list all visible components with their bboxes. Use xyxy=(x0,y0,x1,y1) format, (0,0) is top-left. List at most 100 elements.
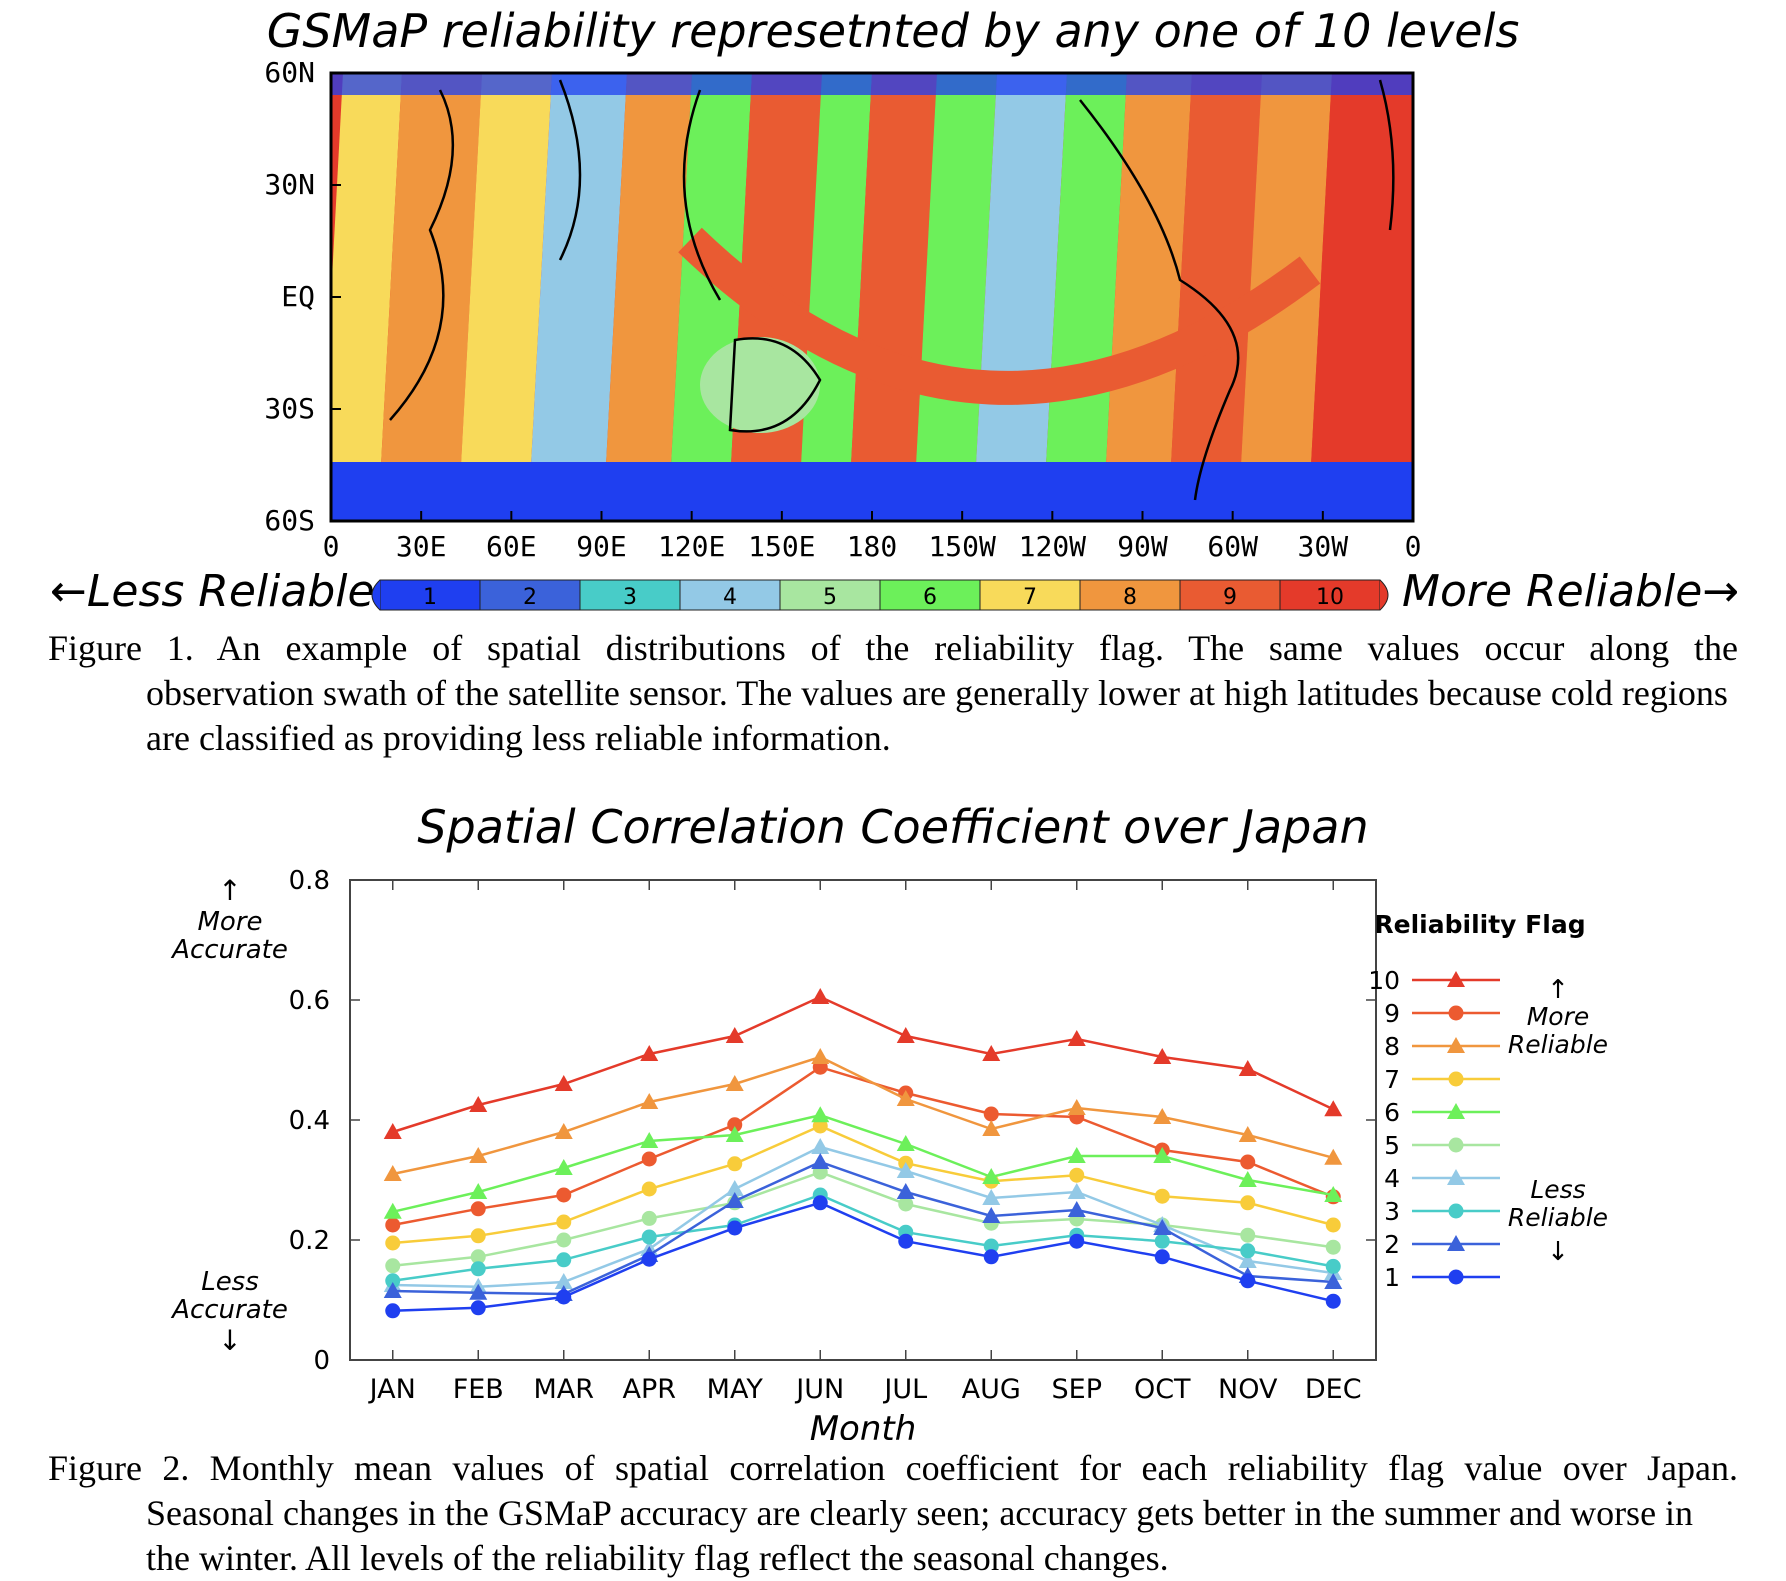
legend-bottom-annotation: Reliable xyxy=(1508,1203,1608,1232)
point-1 xyxy=(1240,1273,1256,1289)
lon-label: 30E xyxy=(395,530,447,563)
point-10 xyxy=(725,1027,744,1043)
less-reliable-label: ←Less Reliable xyxy=(50,566,375,617)
map-arc-swath xyxy=(678,227,1321,405)
point-10 xyxy=(1153,1048,1172,1064)
point-4 xyxy=(1067,1183,1086,1199)
down-arrow: ↓ xyxy=(218,1324,241,1357)
point-8 xyxy=(640,1093,659,1109)
lon-label: 120E xyxy=(657,530,726,563)
map-swath-pacific-west-swath xyxy=(848,73,937,521)
point-7 xyxy=(1154,1188,1170,1204)
figure1-caption-line1: Figure 1. An example of spatial distribu… xyxy=(48,628,1738,668)
point-4 xyxy=(1238,1252,1257,1268)
colorbar-segment xyxy=(1079,579,1181,611)
map-coastline xyxy=(682,89,722,301)
point-5 xyxy=(1240,1227,1256,1243)
legend-label: 7 xyxy=(1384,1065,1400,1094)
colorbar-label: 10 xyxy=(1316,585,1344,610)
point-3 xyxy=(1240,1243,1256,1259)
map-swath-americas-swath xyxy=(1168,73,1262,521)
x-tick-label: OCT xyxy=(1134,1374,1191,1405)
point-10 xyxy=(896,1027,915,1043)
legend-marker xyxy=(1447,971,1465,987)
point-7 xyxy=(385,1235,401,1251)
series-line-8 xyxy=(392,1055,1334,1176)
point-5 xyxy=(556,1232,572,1248)
point-5 xyxy=(641,1210,657,1226)
legend-marker xyxy=(1447,1169,1465,1185)
point-8 xyxy=(554,1123,573,1139)
point-6 xyxy=(554,1159,573,1175)
point-9 xyxy=(641,1151,657,1167)
series-line-10 xyxy=(392,995,1334,1134)
point-8 xyxy=(811,1048,830,1064)
point-3 xyxy=(470,1261,486,1277)
point-2 xyxy=(896,1183,915,1199)
legend-marker xyxy=(1448,1203,1464,1219)
map-swaths xyxy=(331,73,1413,521)
point-7 xyxy=(727,1156,743,1172)
x-axis-label: Month xyxy=(810,1409,917,1440)
y-tick-label: 0 xyxy=(313,1346,330,1376)
point-6 xyxy=(1238,1171,1257,1187)
colorbar-segment xyxy=(1279,579,1381,611)
colorbar: 1 2 3 4 5 6 7 8 9 10 xyxy=(371,579,1389,611)
point-9 xyxy=(556,1187,572,1203)
point-7 xyxy=(556,1214,572,1230)
point-1 xyxy=(1069,1233,1085,1249)
chart-title: Spatial Correlation Coefficient over Jap… xyxy=(417,800,1369,854)
point-8 xyxy=(725,1075,744,1091)
point-10 xyxy=(640,1045,659,1061)
point-5 xyxy=(1325,1239,1341,1255)
point-1 xyxy=(385,1303,401,1319)
colorbar-segment xyxy=(879,579,981,611)
series-line-1 xyxy=(392,1201,1334,1313)
x-tick-label: AUG xyxy=(962,1374,1021,1405)
point-2 xyxy=(383,1282,402,1298)
point-6 xyxy=(1153,1147,1172,1163)
figure2-caption-body: Seasonal changes in the GSMaP accuracy a… xyxy=(146,1493,1694,1578)
point-8 xyxy=(1067,1099,1086,1115)
point-10 xyxy=(982,1045,1001,1061)
point-1 xyxy=(1325,1293,1341,1309)
legend-marker xyxy=(1448,1071,1464,1087)
point-1 xyxy=(727,1220,743,1236)
lon-label: 150W xyxy=(928,530,996,563)
lon-label: 150E xyxy=(748,530,816,563)
more-reliable-label: More Reliable→ xyxy=(1402,566,1740,617)
series-line-3 xyxy=(392,1193,1334,1283)
y-tick-label: 0.6 xyxy=(289,986,330,1016)
x-tick-label: JUL xyxy=(882,1374,927,1405)
map-swath-atlantic-swath xyxy=(1308,73,1413,521)
legend-marker xyxy=(1448,1005,1464,1021)
point-8 xyxy=(383,1165,402,1181)
point-3 xyxy=(385,1273,401,1289)
point-1 xyxy=(556,1289,572,1305)
map-swath-indian-ocean-swath xyxy=(603,73,692,521)
legend-bottom-annotation: Less xyxy=(1530,1175,1585,1204)
y-top-annotation: Accurate xyxy=(170,935,288,965)
legend-up-arrow: ↑ xyxy=(1547,975,1569,1005)
point-10 xyxy=(469,1096,488,1112)
x-tick-label: MAY xyxy=(707,1374,764,1405)
legend-title: Reliability Flag xyxy=(1374,910,1585,939)
y-bottom-annotation: Accurate xyxy=(170,1295,288,1325)
plot-frame xyxy=(349,879,1377,1361)
point-7 xyxy=(470,1228,486,1244)
point-2 xyxy=(1153,1219,1172,1235)
x-tick-label: FEB xyxy=(453,1374,504,1405)
map-swath-pacific-east-swath xyxy=(528,73,627,521)
legend-label: 4 xyxy=(1384,1164,1400,1193)
map-arctic-band xyxy=(331,73,1413,95)
map-swath-indian-ocean-swath xyxy=(1103,73,1192,521)
point-10 xyxy=(1238,1060,1257,1076)
legend-label: 1 xyxy=(1384,1263,1400,1292)
lon-label: 90W xyxy=(1117,530,1168,563)
colorbar-label: 4 xyxy=(723,585,737,610)
point-1 xyxy=(812,1195,828,1211)
lon-label: 0 xyxy=(322,530,340,563)
lon-label: 120W xyxy=(1018,530,1087,563)
point-6 xyxy=(469,1183,488,1199)
point-7 xyxy=(1325,1217,1341,1233)
